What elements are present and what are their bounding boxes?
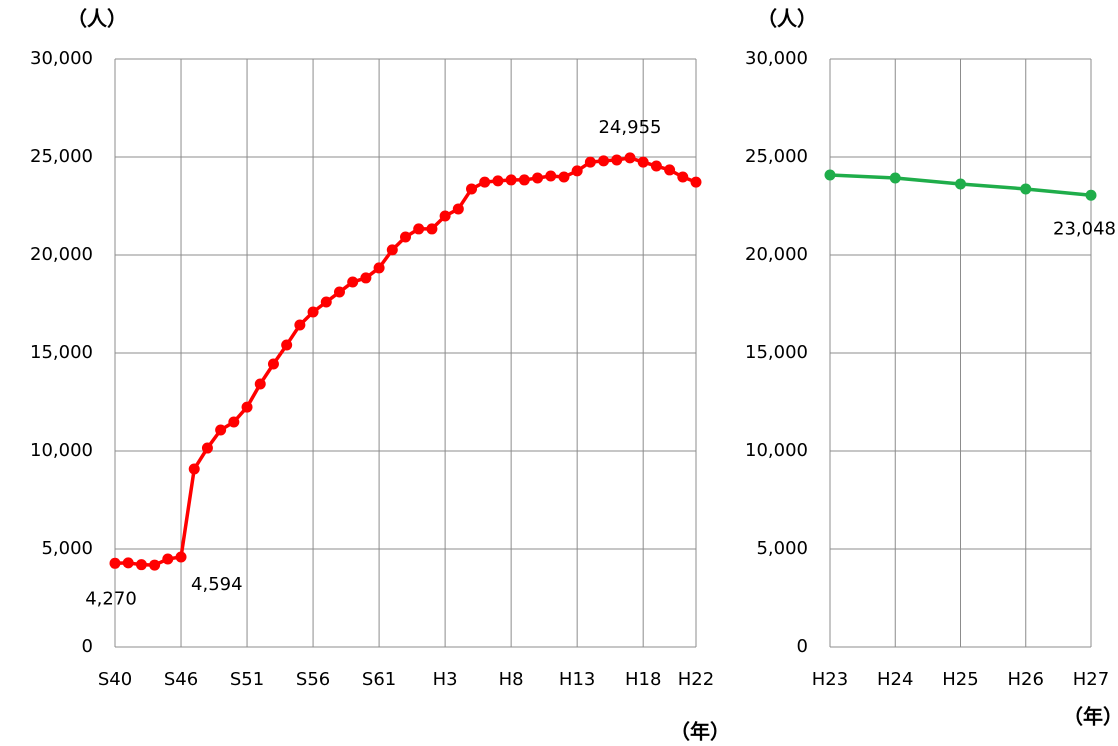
y-tick-label: 30,000: [30, 48, 93, 69]
y-tick-label: 10,000: [745, 440, 808, 461]
x-tick-label: H22: [678, 669, 714, 690]
y-tick-label: 15,000: [745, 342, 808, 363]
data-point: [889, 172, 901, 184]
data-point: [122, 557, 134, 569]
data-point: [215, 424, 227, 436]
x-tick-label: H8: [499, 669, 524, 690]
y-axis-title: （人）: [67, 7, 127, 31]
data-point: [175, 551, 187, 563]
data-point: [1020, 183, 1032, 195]
y-tick-label: 10,000: [30, 440, 93, 461]
data-point: [228, 416, 240, 428]
data-point: [307, 306, 319, 318]
data-point: [1085, 189, 1097, 201]
data-point: [281, 339, 293, 351]
data-point: [294, 319, 306, 331]
x-tick-label: H18: [625, 669, 661, 690]
x-axis-title: （年）: [1063, 705, 1118, 729]
data-label: 23,048: [1053, 218, 1116, 239]
data-point: [413, 223, 425, 235]
data-point: [439, 210, 451, 222]
y-tick-label: 20,000: [745, 244, 808, 265]
x-tick-label: H13: [559, 669, 595, 690]
y-tick-label: 0: [82, 636, 93, 657]
data-point: [584, 156, 596, 168]
data-point: [558, 171, 570, 183]
data-point: [598, 155, 610, 167]
data-point: [135, 559, 147, 571]
data-point: [545, 170, 557, 182]
data-point: [188, 463, 200, 475]
x-tick-label: S61: [362, 669, 396, 690]
data-point: [505, 174, 517, 186]
data-point: [532, 172, 544, 184]
data-point: [637, 156, 649, 168]
data-point: [347, 276, 359, 288]
data-point: [452, 203, 464, 215]
x-axis-title: （年）: [670, 720, 730, 744]
data-point: [690, 176, 702, 188]
data-point: [333, 286, 345, 298]
data-point: [267, 358, 279, 370]
data-point: [518, 174, 530, 186]
data-point: [611, 154, 623, 166]
data-point: [162, 553, 174, 565]
data-point: [650, 160, 662, 172]
y-tick-label: 5,000: [41, 538, 93, 559]
data-point: [201, 442, 213, 454]
data-label: 4,270: [85, 588, 137, 609]
data-point: [386, 244, 398, 256]
data-line: [114, 156, 697, 567]
data-point: [479, 176, 491, 188]
x-tick-label: H25: [942, 669, 978, 690]
y-tick-label: 25,000: [30, 146, 93, 167]
x-tick-label: H24: [877, 669, 913, 690]
y-tick-label: 20,000: [30, 244, 93, 265]
y-tick-label: 30,000: [745, 48, 808, 69]
data-point: [400, 231, 411, 243]
x-tick-label: S40: [98, 669, 132, 690]
data-label: 24,955: [598, 117, 661, 138]
data-point: [360, 272, 372, 284]
data-label: 4,594: [191, 574, 243, 595]
y-tick-label: 5,000: [756, 538, 808, 559]
data-point: [664, 164, 676, 176]
data-point: [824, 169, 836, 181]
x-tick-label: H27: [1073, 669, 1109, 690]
data-point: [492, 175, 504, 187]
x-tick-label: S46: [164, 669, 198, 690]
y-axis-title: （人）: [757, 7, 817, 31]
data-point: [624, 152, 636, 164]
y-tick-label: 0: [797, 636, 808, 657]
x-tick-label: H23: [812, 669, 848, 690]
y-tick-label: 15,000: [30, 342, 93, 363]
data-point: [955, 178, 966, 190]
data-point: [320, 296, 332, 308]
x-tick-label: S56: [296, 669, 330, 690]
data-point: [677, 171, 689, 183]
data-point: [109, 557, 121, 569]
data-point: [373, 262, 385, 274]
x-tick-label: H3: [433, 669, 458, 690]
data-point: [149, 559, 161, 571]
data-point: [466, 183, 478, 195]
data-point: [426, 223, 438, 235]
data-point: [254, 378, 266, 390]
y-tick-label: 25,000: [745, 146, 808, 167]
x-tick-label: S51: [230, 669, 264, 690]
x-tick-label: H26: [1008, 669, 1044, 690]
data-point: [571, 165, 583, 177]
data-point: [241, 401, 253, 413]
